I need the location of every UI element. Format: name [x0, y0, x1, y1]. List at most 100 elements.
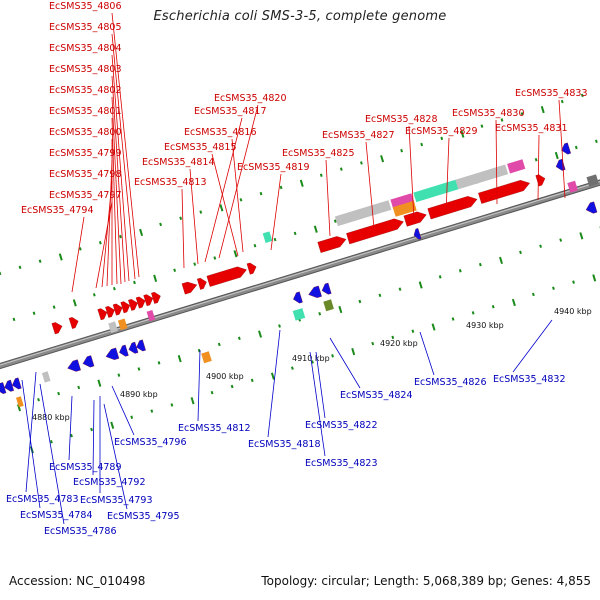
gene-label: EcSMS35_4784	[20, 510, 93, 521]
gene-label: EcSMS35_4816	[184, 127, 257, 138]
feature-box	[567, 180, 578, 193]
gene-label: EcSMS35_4797	[49, 190, 122, 201]
tick-mark	[319, 173, 323, 177]
tick-mark	[193, 262, 197, 266]
forward-gene	[181, 281, 198, 295]
tick-mark	[451, 317, 455, 321]
forward-gene	[128, 299, 138, 311]
gene-label: EcSMS35_4802	[49, 85, 122, 96]
feature-box	[117, 318, 128, 331]
accession-text: Accession: NC_010498	[9, 574, 146, 588]
tick-mark	[299, 179, 304, 187]
forward-gene	[197, 277, 207, 290]
gene-label: EcSMS35_4814	[142, 157, 215, 168]
feature-box	[323, 299, 334, 312]
tick-mark	[213, 256, 217, 260]
tick-mark	[480, 124, 484, 128]
gene-label: EcSMS35_4830	[452, 108, 525, 119]
scale-label: 4940 kbp	[554, 307, 592, 316]
forward-gene	[478, 180, 530, 204]
tick-mark	[440, 136, 444, 141]
leader-line	[329, 337, 361, 389]
tick-mark	[279, 185, 283, 190]
tick-mark	[333, 219, 337, 223]
gene-label: EcSMS35_4829	[405, 126, 478, 137]
reverse-gene	[12, 377, 22, 390]
map-title: Escherichia coli SMS-3-5, complete genom…	[153, 9, 447, 24]
tick-mark	[237, 336, 241, 341]
tick-mark	[159, 222, 162, 227]
tick-mark	[458, 269, 462, 273]
tick-mark	[311, 360, 314, 364]
gene-label: EcSMS35_4801	[49, 106, 122, 117]
forward-gene	[427, 196, 478, 220]
tick-mark	[278, 324, 281, 328]
leader-line	[95, 201, 113, 289]
tick-mark	[418, 281, 423, 289]
forward-gene	[112, 303, 123, 316]
tick-mark	[197, 348, 201, 353]
tick-mark	[293, 231, 297, 236]
tick-mark	[560, 99, 564, 104]
tick-mark	[92, 293, 96, 297]
leader-line	[39, 383, 65, 525]
scale-label: 4890 kbp	[120, 390, 158, 399]
reverse-gene	[413, 228, 422, 240]
tick-mark	[438, 275, 442, 279]
reverse-gene	[293, 291, 303, 304]
tick-mark	[519, 250, 522, 255]
tick-mark	[290, 366, 294, 370]
leader-line	[103, 403, 128, 510]
tick-mark	[37, 397, 40, 402]
tick-mark	[150, 409, 154, 413]
tick-mark	[90, 427, 93, 432]
forward-gene	[317, 236, 347, 253]
gene-label: EcSMS35_4806	[49, 1, 122, 12]
feature-box	[334, 200, 392, 227]
tick-mark	[119, 234, 122, 239]
leader-line	[218, 104, 259, 259]
leader-line	[181, 188, 185, 269]
tick-mark	[360, 161, 363, 165]
tick-mark	[358, 299, 362, 304]
leader-line	[512, 319, 553, 373]
leader-line	[106, 159, 113, 287]
tick-mark	[239, 198, 243, 202]
tick-mark	[50, 440, 53, 444]
tick-mark	[398, 287, 402, 291]
tick-mark	[199, 210, 203, 214]
forward-gene	[68, 317, 79, 329]
reverse-gene	[585, 201, 598, 214]
tick-mark	[351, 347, 356, 356]
gene-label: EcSMS35_4819	[237, 162, 310, 173]
tick-mark	[58, 253, 63, 261]
tick-mark	[339, 167, 343, 171]
tick-mark	[273, 237, 277, 242]
tick-mark	[499, 256, 503, 265]
feature-box	[41, 371, 51, 383]
tick-mark	[338, 305, 343, 314]
gene-label: EcSMS35_4818	[248, 439, 321, 450]
tick-mark	[52, 305, 56, 309]
tick-mark	[534, 158, 538, 162]
tick-mark	[554, 151, 559, 160]
tick-mark	[253, 243, 257, 248]
leader-line	[325, 159, 331, 237]
tick-mark	[78, 247, 82, 251]
leader-line	[315, 351, 326, 419]
tick-mark	[70, 433, 73, 438]
tick-mark	[32, 311, 36, 315]
tick-mark	[17, 404, 22, 412]
tick-mark	[157, 361, 161, 365]
feature-box	[455, 164, 509, 190]
tick-mark	[579, 232, 584, 240]
feature-box	[507, 159, 526, 174]
leader-line	[211, 153, 239, 257]
feature-box	[262, 231, 273, 243]
leader-line	[445, 137, 450, 215]
gene-label: EcSMS35_4813	[134, 177, 207, 188]
tick-mark	[57, 391, 61, 396]
tick-mark	[233, 250, 238, 258]
tick-mark	[153, 274, 158, 282]
tick-mark	[230, 384, 234, 389]
